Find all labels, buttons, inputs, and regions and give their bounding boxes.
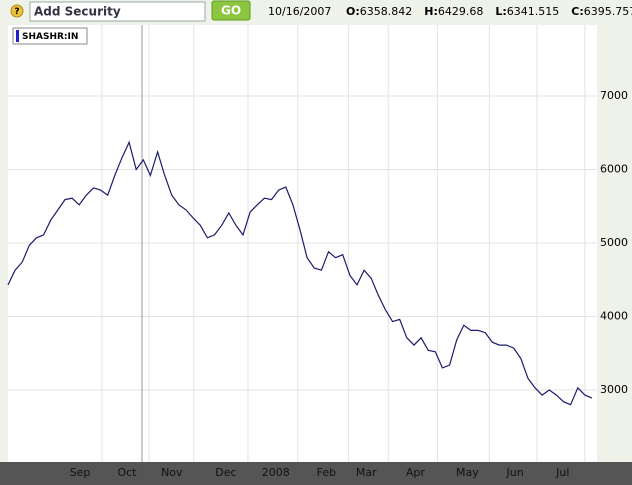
help-glyph: ? xyxy=(14,7,19,17)
x-tick-label: May xyxy=(456,466,479,479)
legend xyxy=(12,27,88,45)
go-label: GO xyxy=(221,4,241,18)
price-line xyxy=(7,140,593,406)
x-tick-label: Nov xyxy=(161,466,183,479)
y-tick-label: 4000 xyxy=(600,309,628,322)
quote-label: O: xyxy=(346,5,360,18)
quote-label: L: xyxy=(495,5,506,18)
quote-value: 6395.757 xyxy=(584,5,632,18)
x-tick-label: Sep xyxy=(70,466,91,479)
x-axis-strip xyxy=(0,462,632,485)
x-tick-label: Feb xyxy=(317,466,336,479)
quote-value: 6429.68 xyxy=(438,5,484,18)
y-tick-label: 3000 xyxy=(600,383,628,396)
plot-area xyxy=(8,25,597,462)
y-tick-label: 6000 xyxy=(600,162,628,175)
legend-label: SHASHR:IN xyxy=(22,32,78,42)
x-tick-label: Mar xyxy=(356,466,377,479)
quote-value: 6358.842 xyxy=(360,5,413,18)
search-text: Add Security xyxy=(34,5,121,19)
x-tick-label: Dec xyxy=(215,466,236,479)
x-tick-label: Apr xyxy=(406,466,426,479)
x-tick-label: Jul xyxy=(555,466,569,479)
go-button[interactable] xyxy=(211,0,251,21)
y-tick-label: 5000 xyxy=(600,236,628,249)
x-tick-label: 2008 xyxy=(262,466,290,479)
x-tick-label: Jun xyxy=(505,466,523,479)
y-tick-label: 7000 xyxy=(600,89,628,102)
x-tick-label: Oct xyxy=(117,466,137,479)
help-icon[interactable] xyxy=(10,4,24,18)
legend-swatch xyxy=(16,30,19,42)
quote-label: H: xyxy=(424,5,438,18)
search-box[interactable] xyxy=(29,1,206,22)
quote-value: 6341.515 xyxy=(507,5,560,18)
date: 10/16/2007 xyxy=(268,5,331,18)
quote-label: C: xyxy=(571,5,583,18)
